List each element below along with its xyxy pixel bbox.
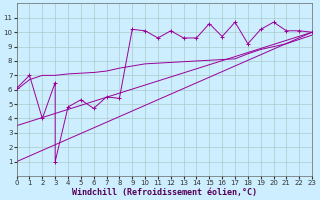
X-axis label: Windchill (Refroidissement éolien,°C): Windchill (Refroidissement éolien,°C) — [72, 188, 257, 197]
